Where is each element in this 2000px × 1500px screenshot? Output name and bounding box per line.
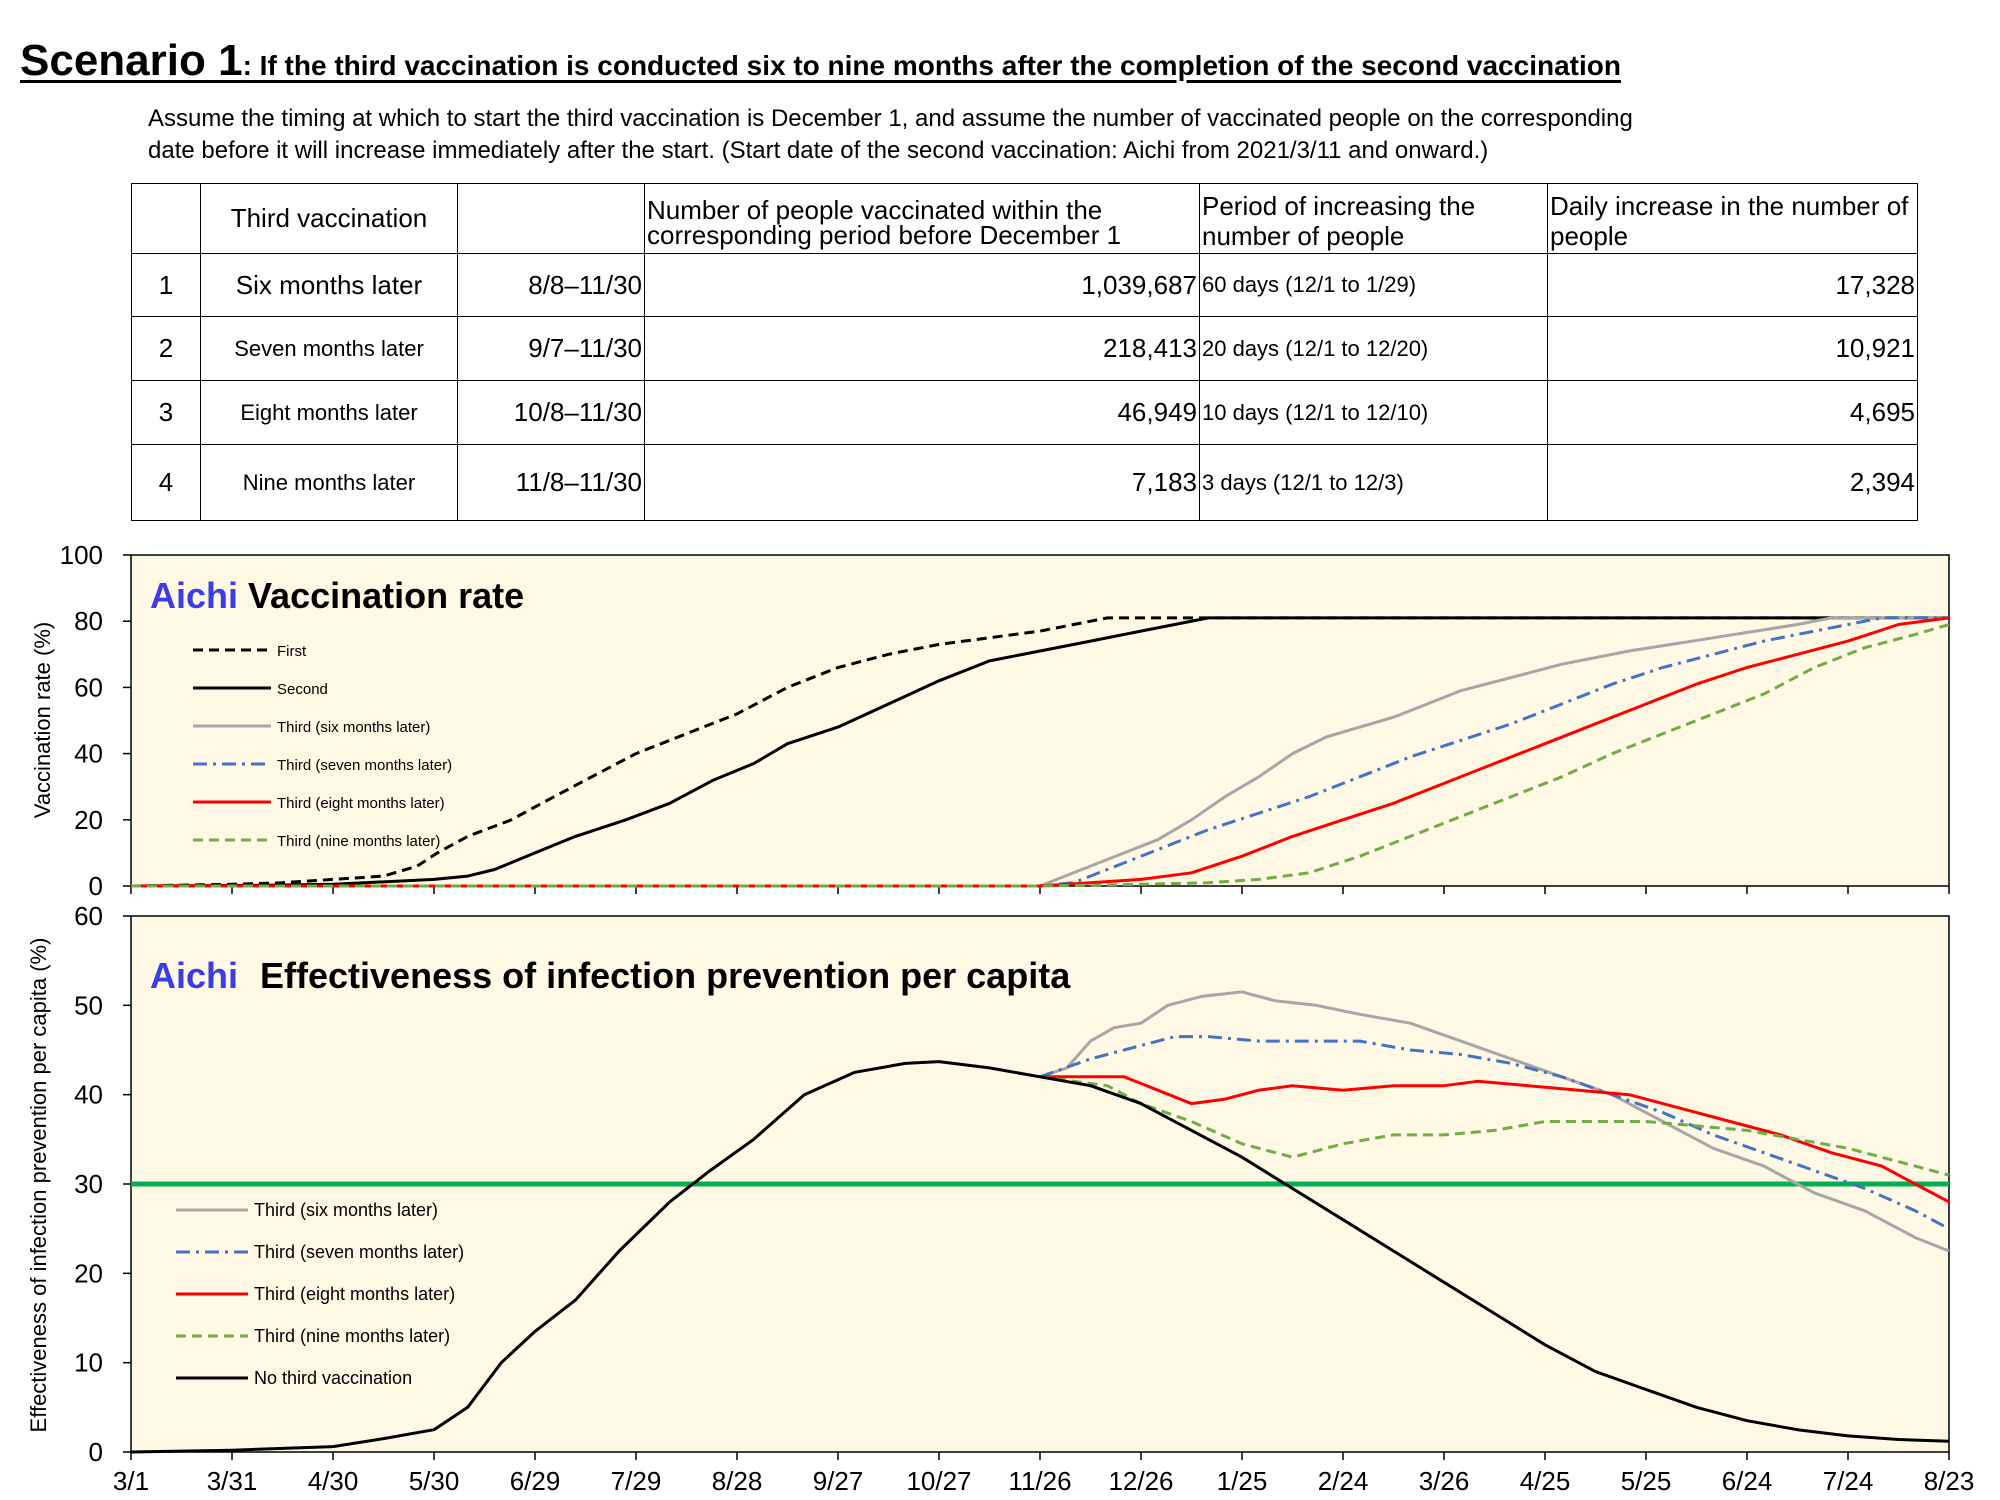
x-tick-label: 11/26 xyxy=(1008,1466,1071,1496)
y-tick-label: 50 xyxy=(74,990,103,1020)
vaccination-rate-legend: First Second Third (six months later) Third… xyxy=(193,643,452,850)
y-tick-label: 80 xyxy=(74,606,103,636)
x-tick-label: 5/30 xyxy=(409,1466,460,1496)
x-tick-label: 10/27 xyxy=(906,1466,971,1496)
legend-label: Third (nine months later) xyxy=(277,833,440,850)
chart-title-text: Effectiveness of infection prevention pe… xyxy=(260,955,1071,996)
x-tick-label: 3/31 xyxy=(207,1466,258,1496)
series-line xyxy=(130,616,1949,888)
legend-label: First xyxy=(277,643,307,660)
table-cell: 3 xyxy=(131,380,201,445)
series-line xyxy=(131,616,1949,888)
table-cell: 60 days (12/1 to 1/29) xyxy=(1199,253,1548,317)
table-row: 4 Nine months later 11/8–11/30 7,183 3 d… xyxy=(131,444,1918,521)
x-tick-label: 8/23 xyxy=(1924,1466,1975,1496)
legend-label: Third (seven months later) xyxy=(254,1242,464,1262)
effectiveness-y-axis-label: Effectiveness of infection prevention pe… xyxy=(26,938,51,1433)
legend-label: Third (seven months later) xyxy=(277,757,452,774)
series-line xyxy=(1039,1075,1950,1177)
chart-title-text: Vaccination rate xyxy=(248,575,524,616)
x-tick-label: 2/24 xyxy=(1318,1466,1369,1496)
vaccination-rate-chart-title: Aichi Vaccination rate xyxy=(150,575,524,616)
series-line xyxy=(130,616,1949,888)
x-tick-label: 4/30 xyxy=(308,1466,359,1496)
x-tick-label: 1/25 xyxy=(1217,1466,1268,1496)
x-tick-label: 12/26 xyxy=(1108,1466,1173,1496)
x-tick-label: 9/27 xyxy=(813,1466,864,1496)
table-cell: 9/7–11/30 xyxy=(457,316,645,381)
vaccination-rate-y-axis-label: Vaccination rate (%) xyxy=(30,622,55,818)
x-tick-label: 3/26 xyxy=(1419,1466,1470,1496)
x-tick-label: 4/25 xyxy=(1520,1466,1571,1496)
x-tick-label: 6/24 xyxy=(1722,1466,1773,1496)
y-tick-label: 20 xyxy=(74,1258,103,1288)
table-cell: 46,949 xyxy=(644,380,1200,445)
table-cell: Nine months later xyxy=(200,444,458,521)
series-line xyxy=(131,616,1949,888)
y-tick-label: 60 xyxy=(74,672,103,702)
effectiveness-chart-title: Aichi Effectiveness of infection preventi… xyxy=(150,955,1071,996)
scenario-table: Third vaccination Number of people vacci… xyxy=(131,183,1918,521)
page-title: Scenario 1: If the third vaccination is … xyxy=(20,36,1621,86)
y-tick-label: 10 xyxy=(74,1348,103,1378)
y-tick-label: 0 xyxy=(89,871,103,901)
table-header-row: Third vaccination Number of people vacci… xyxy=(131,183,1918,254)
table-header-cell: Daily increase in the number of people xyxy=(1547,183,1918,254)
vaccination-rate-plot-area xyxy=(130,554,1950,887)
legend-label: Third (six months later) xyxy=(254,1200,438,1220)
table-cell: Eight months later xyxy=(200,380,458,445)
y-tick-label: 0 xyxy=(89,1437,103,1467)
table-cell: 10/8–11/30 xyxy=(457,380,645,445)
description-line-2: date before it will increase immediately… xyxy=(148,137,1489,164)
chart-title-prefix: Aichi xyxy=(150,955,238,996)
y-tick-label: 20 xyxy=(74,805,103,835)
x-tick-label: 8/28 xyxy=(712,1466,763,1496)
title-subtitle: : If the third vaccination is conducted … xyxy=(242,50,1621,81)
table-cell: 1,039,687 xyxy=(644,253,1200,317)
table-header-cell: Third vaccination xyxy=(200,183,458,254)
table-cell: 3 days (12/1 to 12/3) xyxy=(1199,444,1548,521)
table-cell: 2 xyxy=(131,316,201,381)
series-line xyxy=(130,1060,1950,1454)
legend-label: Third (eight months later) xyxy=(254,1284,455,1304)
series-line xyxy=(1039,1035,1950,1231)
x-tick-label: 3/1 xyxy=(113,1466,149,1496)
y-tick-label: 30 xyxy=(74,1169,103,1199)
x-tick-label: 7/29 xyxy=(611,1466,662,1496)
table-cell: 20 days (12/1 to 12/20) xyxy=(1199,316,1548,381)
description-line-1: Assume the timing at which to start the … xyxy=(148,105,1633,132)
effectiveness-legend: Third (six months later) Third (seven mon… xyxy=(176,1200,464,1388)
x-tick-label: 7/24 xyxy=(1823,1466,1874,1496)
x-tick-label: 6/29 xyxy=(510,1466,561,1496)
legend-label: Third (eight months later) xyxy=(277,795,445,812)
chart-title-prefix: Aichi xyxy=(150,575,238,616)
legend-label: Second xyxy=(277,681,328,698)
table-cell: 10 days (12/1 to 12/10) xyxy=(1199,380,1548,445)
legend-label: Third (six months later) xyxy=(277,719,430,736)
series-line xyxy=(1039,990,1950,1253)
table-cell: 8/8–11/30 xyxy=(457,253,645,317)
series-line xyxy=(131,616,1950,888)
table-row: 1 Six months later 8/8–11/30 1,039,687 6… xyxy=(131,253,1918,317)
table-cell: 4,695 xyxy=(1547,380,1918,445)
y-tick-label: 40 xyxy=(74,739,103,769)
legend-label: No third vaccination xyxy=(254,1368,412,1388)
y-tick-label: 60 xyxy=(74,901,103,931)
table-cell: 7,183 xyxy=(644,444,1200,521)
series-line xyxy=(131,623,1950,888)
y-tick-label: 100 xyxy=(60,540,103,570)
table-cell: 2,394 xyxy=(1547,444,1918,521)
table-cell: 17,328 xyxy=(1547,253,1918,317)
table-cell: Six months later xyxy=(200,253,458,317)
table-cell: 11/8–11/30 xyxy=(457,444,645,521)
x-tick-label: 5/25 xyxy=(1621,1466,1672,1496)
table-row: 3 Eight months later 10/8–11/30 46,949 1… xyxy=(131,380,1918,445)
legend-label: Third (nine months later) xyxy=(254,1326,450,1346)
title-main: Scenario 1 xyxy=(20,36,243,85)
series-line xyxy=(1040,1075,1950,1204)
y-tick-label: 40 xyxy=(74,1080,103,1110)
